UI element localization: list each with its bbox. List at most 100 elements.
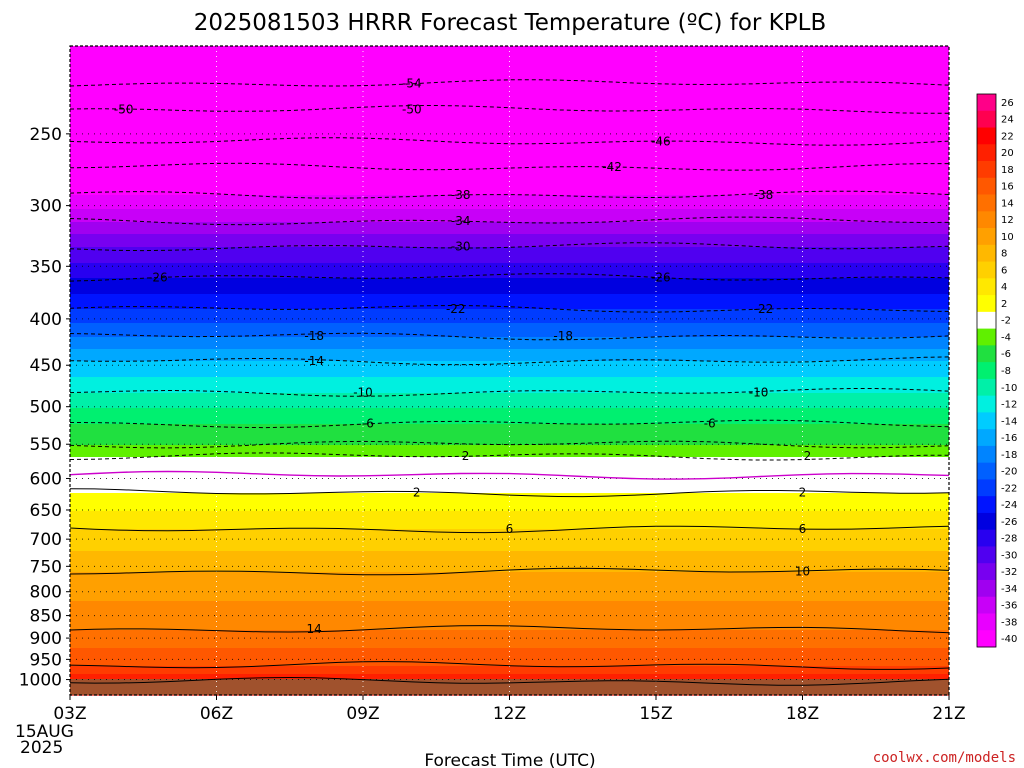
colorbar-swatch	[977, 546, 996, 564]
temperature-band	[70, 648, 949, 667]
contour-label: -10	[749, 385, 769, 399]
colorbar-swatch	[977, 378, 996, 397]
isotherm-contour	[69, 488, 950, 498]
isotherm-contour	[69, 567, 950, 576]
colorbar-swatch	[977, 211, 996, 229]
y-tick-label: 400	[30, 310, 62, 330]
temperature-band	[70, 263, 949, 279]
temperature-bands	[70, 46, 949, 696]
temperature-band	[70, 234, 949, 248]
freezing-level-contour	[69, 470, 950, 480]
contour-label: -54	[402, 77, 422, 91]
plot-area: -54 -50 -50 -46 -42 -38 -38 -34 -30 -26 -26 -22 -22 -…	[69, 45, 950, 696]
colorbar-label: 22	[1001, 131, 1014, 142]
x-tick-label: 03Z	[53, 704, 86, 724]
contour-label: 2	[799, 486, 807, 500]
colorbar-swatch	[977, 529, 996, 547]
contour-label: -22	[754, 302, 774, 316]
y-tick-label: 550	[30, 435, 62, 455]
colorbar-label: 24	[1001, 115, 1014, 126]
y-tick-label: 700	[30, 530, 62, 550]
y-tick-label: 850	[30, 607, 62, 627]
contour-label: -38	[451, 188, 471, 202]
colorbar: 26 24 22 20 18 16 14 12 10 8 6 4 2 -2 -4 -6 -8 -10 -12 -14 -…	[976, 93, 1017, 648]
contour-label: -50	[402, 102, 422, 116]
colorbar-swatch	[977, 295, 996, 313]
colorbar-swatch	[977, 630, 996, 648]
colorbar-label: -36	[1001, 601, 1017, 612]
temperature-band	[70, 323, 949, 338]
isotherm-contour	[69, 676, 950, 686]
colorbar-swatch	[977, 261, 996, 279]
colorbar-label: -16	[1001, 433, 1017, 444]
colorbar-swatch	[977, 563, 996, 581]
colorbar-label: -8	[1001, 366, 1011, 377]
colorbar-label: -34	[1001, 584, 1017, 595]
temperature-band	[70, 393, 949, 409]
contour-label: -6	[704, 417, 716, 431]
colorbar-label: 4	[1001, 282, 1007, 293]
y-axis: 2503003504004505005506006507007508008509…	[19, 125, 70, 691]
contour-label: 14	[307, 622, 322, 636]
colorbar-swatch	[977, 94, 996, 112]
colorbar-swatch	[977, 596, 996, 614]
temperature-band	[70, 46, 949, 196]
colorbar-label: 10	[1001, 232, 1014, 243]
contour-label: -30	[451, 240, 471, 254]
colorbar-label: 12	[1001, 215, 1014, 226]
contour-label: -18	[553, 329, 573, 343]
contour-label: 6	[799, 522, 807, 536]
x-tick-label: 09Z	[346, 704, 379, 724]
colorbar-swatch	[977, 345, 996, 363]
x-tick-label: 12Z	[493, 704, 526, 724]
colorbar-label: -18	[1001, 450, 1017, 461]
colorbar-swatch	[977, 362, 996, 380]
contour-label: 6	[506, 522, 514, 536]
temperature-band	[70, 674, 949, 683]
chart-title: 2025081503 HRRR Forecast Temperature (ºC…	[194, 10, 826, 36]
y-tick-label: 350	[30, 257, 62, 277]
colorbar-label: 14	[1001, 198, 1014, 209]
colorbar-label: -10	[1001, 383, 1017, 394]
contour-label: 2	[804, 449, 812, 463]
colorbar-label: -20	[1001, 467, 1017, 478]
colorbar-swatch	[977, 328, 996, 346]
colorbar-label: -40	[1001, 634, 1017, 645]
colorbar-swatch	[977, 110, 996, 128]
contour-label: 2	[462, 449, 470, 463]
temperature-band	[70, 361, 949, 378]
contour-label: -22	[446, 302, 466, 316]
colorbar-swatch	[977, 278, 996, 296]
colorbar-label: -38	[1001, 617, 1017, 628]
y-tick-label: 500	[30, 398, 62, 418]
x-axis: 03Z 06Z 09Z 12Z 15Z 18Z 21Z	[53, 695, 966, 724]
colorbar-label: 2	[1001, 299, 1007, 310]
colorbar-label: -22	[1001, 483, 1017, 494]
contour-label: -42	[602, 160, 622, 174]
y-tick-label: 450	[30, 356, 62, 376]
contour-label: -34	[451, 214, 471, 228]
y-tick-label: 800	[30, 583, 62, 603]
y-tick-label: 750	[30, 557, 62, 577]
colorbar-swatch	[977, 496, 996, 514]
isotherm-contour	[69, 661, 950, 670]
colorbar-swatch	[977, 311, 996, 330]
colorbar-swatch	[977, 395, 996, 413]
x-axis-label: Forecast Time (UTC)	[424, 751, 595, 768]
x-start-day: 15AUG	[15, 722, 74, 742]
colorbar-label: 20	[1001, 148, 1014, 159]
temperature-band	[70, 209, 949, 223]
contour-label: -46	[651, 135, 671, 149]
temperature-band	[70, 529, 949, 552]
credit-link[interactable]: coolwx.com/models	[873, 750, 1016, 766]
colorbar-label: -24	[1001, 500, 1017, 511]
colorbar-swatch	[977, 144, 996, 162]
temperature-band	[70, 222, 949, 235]
contour-labels: -54 -50 -50 -46 -42 -38 -38 -34 -30 -26 -26 -22 -22 -…	[114, 77, 811, 637]
colorbar-swatch	[977, 512, 996, 531]
temperature-band	[70, 666, 949, 675]
y-tick-label: 900	[30, 629, 62, 649]
temperature-band	[70, 377, 949, 394]
colorbar-label: 26	[1001, 98, 1014, 109]
y-tick-label: 600	[30, 469, 62, 489]
